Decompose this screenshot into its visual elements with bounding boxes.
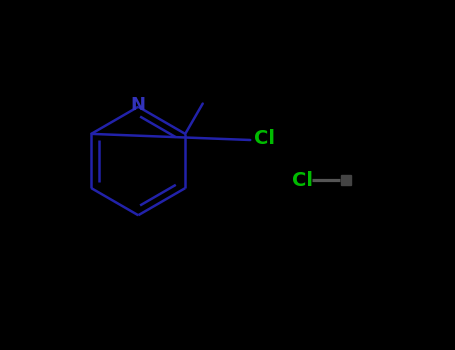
Text: Cl: Cl <box>292 171 313 190</box>
Text: N: N <box>131 96 146 114</box>
Bar <box>341 175 351 185</box>
Text: Cl: Cl <box>254 129 275 148</box>
